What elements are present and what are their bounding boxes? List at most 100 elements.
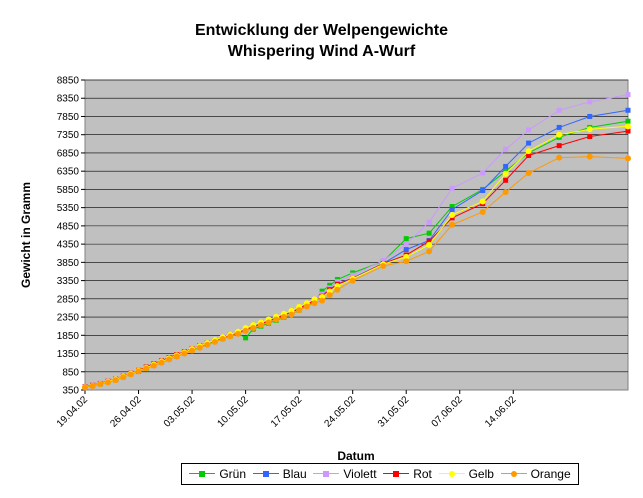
legend-label: Grün — [219, 467, 247, 481]
data-point — [350, 272, 356, 278]
data-point — [587, 134, 593, 140]
legend-label: Violett — [343, 467, 377, 481]
legend-swatch — [252, 469, 279, 479]
legend-item-violett: Violett — [313, 467, 377, 481]
data-point — [311, 300, 318, 307]
data-point — [104, 379, 111, 386]
legend-item-gelb: Gelb — [438, 467, 494, 481]
data-point — [150, 362, 157, 369]
data-point — [625, 107, 631, 113]
y-tick-label: 1850 — [57, 331, 80, 342]
data-point — [280, 314, 287, 321]
data-point — [480, 170, 486, 176]
data-point — [196, 344, 203, 351]
data-point — [525, 170, 532, 176]
series-group — [82, 92, 631, 391]
data-point — [525, 148, 532, 155]
data-point — [403, 236, 409, 242]
legend-label: Blau — [282, 467, 307, 481]
legend-swatch — [383, 469, 410, 479]
data-point — [556, 124, 562, 130]
data-point — [319, 297, 326, 304]
data-point — [120, 374, 127, 381]
plot-area — [84, 79, 629, 391]
chart-title: Entwicklung der Welpengewichte — [194, 22, 449, 39]
data-point — [181, 350, 188, 357]
data-point — [273, 316, 280, 323]
data-point — [502, 188, 509, 195]
data-point — [426, 248, 433, 255]
data-point — [135, 368, 142, 375]
data-point — [227, 333, 234, 340]
data-point — [250, 325, 257, 331]
data-point — [234, 330, 241, 337]
data-point — [403, 258, 410, 265]
legend-swatch — [189, 469, 216, 479]
data-point — [503, 177, 509, 183]
data-point — [158, 359, 165, 366]
x-tick-label: 03.05.02 — [162, 394, 198, 430]
data-point — [449, 204, 455, 210]
data-point — [625, 128, 631, 134]
x-axis-label: Datum — [337, 449, 374, 463]
data-point — [526, 127, 532, 133]
y-tick-label: 5850 — [57, 185, 80, 196]
y-tick-label: 8850 — [57, 76, 80, 87]
data-point — [166, 356, 173, 363]
series-orange — [82, 153, 631, 391]
legend-item-grün: Grün — [189, 467, 246, 481]
data-point — [449, 211, 456, 218]
data-point — [173, 353, 180, 360]
data-point — [288, 311, 295, 318]
data-point — [326, 292, 333, 299]
y-tick-label: 8350 — [57, 94, 80, 105]
data-point — [426, 238, 432, 244]
x-tick-label: 10.05.02 — [215, 394, 251, 430]
legend-swatch — [438, 469, 465, 479]
data-point — [97, 381, 104, 388]
x-axis-ticks: 19.04.02 26.04.02 03.05.02 10.05.02 17.05.02… — [55, 390, 519, 430]
data-point — [380, 263, 387, 269]
y-tick-label: 2350 — [57, 313, 80, 324]
data-point — [625, 123, 631, 130]
data-point — [587, 113, 593, 119]
data-point — [586, 153, 593, 160]
data-point — [586, 126, 593, 133]
y-tick-label: 4850 — [57, 221, 80, 232]
data-point — [349, 277, 356, 284]
data-point — [526, 140, 532, 146]
y-axis-ticks: 350 850 1350 1850 2350 2850 3350 3850 4350 4850 53… — [57, 76, 85, 397]
data-point — [82, 384, 88, 391]
legend-label: Orange — [530, 467, 571, 481]
y-tick-label: 3350 — [57, 276, 80, 287]
data-point — [327, 282, 333, 288]
data-point — [204, 341, 211, 348]
data-point — [449, 185, 455, 191]
data-point — [143, 365, 150, 372]
y-axis-label: Gewicht in Gramm — [19, 182, 33, 288]
legend-item-rot: Rot — [383, 467, 432, 481]
legend-label: Gelb — [468, 467, 494, 481]
data-point — [403, 241, 409, 247]
legend-swatch — [500, 469, 527, 479]
data-point — [502, 170, 509, 177]
x-tick-label: 24.05.02 — [322, 394, 358, 430]
data-point — [403, 247, 409, 253]
x-tick-label: 07.06.02 — [430, 394, 466, 430]
data-point — [243, 335, 249, 341]
data-point — [296, 307, 303, 314]
y-tick-label: 5350 — [57, 203, 80, 214]
y-tick-label: 7350 — [57, 130, 80, 141]
data-point — [426, 241, 433, 248]
chart-subtitle: Whispering Wind A-Wurf — [227, 43, 416, 60]
data-point — [479, 198, 486, 205]
y-tick-label: 6850 — [57, 148, 80, 159]
y-tick-label: 850 — [62, 367, 79, 378]
legend-item-orange: Orange — [500, 467, 571, 481]
data-point — [426, 230, 432, 236]
data-point — [426, 219, 432, 225]
data-point — [334, 279, 340, 285]
x-tick-label: 14.06.02 — [483, 394, 519, 430]
chart-legend: Grün Blau Violett Rot Gelb Orange — [181, 463, 579, 485]
data-point — [257, 322, 264, 329]
